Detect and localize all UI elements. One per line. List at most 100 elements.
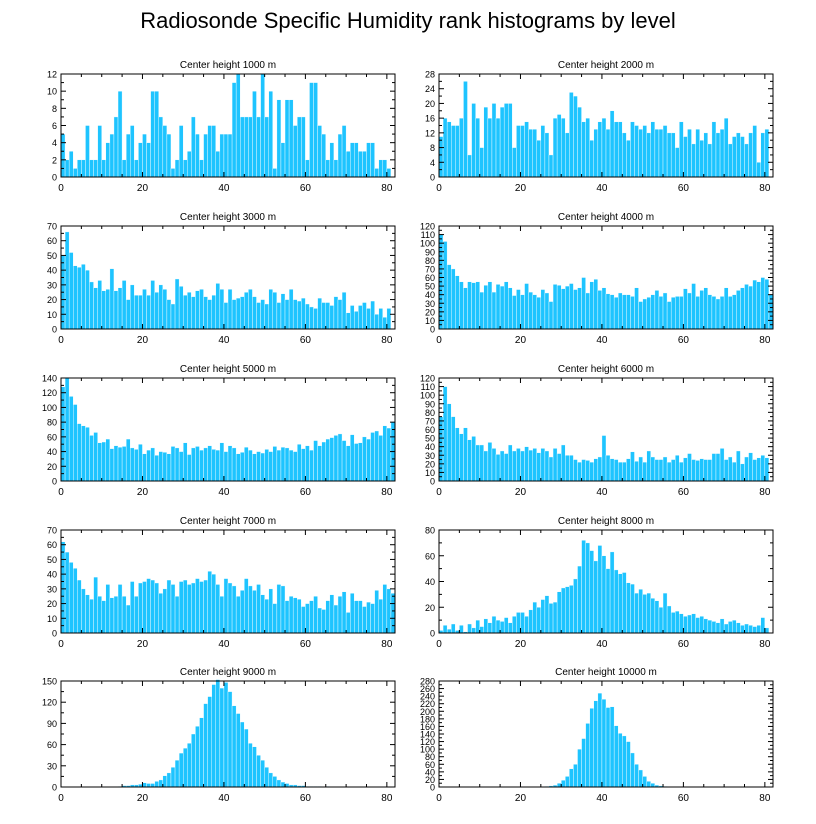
bar — [597, 456, 603, 482]
bar — [630, 451, 635, 482]
y-tick-label: 4 — [52, 138, 57, 148]
bar — [707, 294, 713, 330]
bar — [329, 142, 335, 178]
bar — [573, 459, 578, 482]
bar — [589, 461, 594, 482]
bar — [666, 605, 672, 634]
bar — [646, 781, 651, 788]
y-tick-label: 40 — [425, 767, 435, 777]
bar — [130, 447, 135, 482]
bar — [483, 285, 489, 330]
bar — [479, 444, 485, 482]
bar — [740, 463, 745, 482]
bar — [597, 290, 603, 330]
bar — [764, 457, 770, 482]
bar — [544, 450, 550, 482]
bar — [483, 106, 489, 178]
bar — [317, 125, 322, 178]
bar — [325, 438, 331, 482]
bar — [68, 252, 74, 330]
bar — [459, 625, 464, 634]
bar — [740, 287, 745, 330]
bar — [512, 147, 517, 178]
y-tick-label: 50 — [425, 282, 435, 292]
bar — [585, 292, 590, 330]
bar — [301, 116, 306, 178]
bar — [491, 448, 497, 482]
bar — [666, 132, 672, 178]
bar — [719, 448, 725, 482]
bar — [516, 612, 521, 634]
bar — [272, 603, 278, 634]
bar — [662, 292, 668, 330]
bar — [142, 581, 147, 634]
bar — [736, 450, 741, 482]
y-tick-label: 0 — [430, 783, 435, 793]
bar — [158, 451, 164, 482]
y-tick-label: 50 — [47, 251, 57, 261]
bar — [475, 444, 480, 482]
bar — [524, 121, 529, 178]
bar — [85, 594, 90, 634]
bar — [256, 302, 261, 330]
bar — [732, 294, 737, 330]
bar — [719, 296, 725, 330]
bar — [162, 588, 168, 634]
bar — [528, 291, 533, 330]
bar — [544, 132, 550, 178]
y-tick-label: 4 — [430, 158, 435, 168]
x-tick-label: 80 — [381, 183, 393, 194]
y-tick-label: 120 — [420, 737, 435, 747]
bar — [117, 446, 123, 482]
bar — [178, 451, 184, 482]
bar — [451, 623, 456, 634]
y-tick-label: 60 — [425, 273, 435, 283]
bar — [301, 448, 306, 482]
x-tick-label: 40 — [596, 335, 608, 346]
bar — [760, 277, 766, 330]
y-tick-label: 50 — [47, 555, 57, 565]
bar — [284, 299, 290, 330]
bar — [593, 128, 599, 178]
bar — [618, 573, 623, 634]
bar — [268, 90, 274, 178]
bar — [203, 133, 208, 178]
y-tick-label: 40 — [47, 570, 57, 580]
bar — [626, 458, 631, 482]
bar — [662, 592, 668, 634]
bar — [683, 136, 688, 178]
x-tick-label: 40 — [596, 183, 608, 194]
bar — [609, 551, 615, 634]
bar — [125, 438, 131, 482]
bar — [756, 162, 761, 178]
bar — [105, 438, 111, 482]
y-tick-label: 30 — [47, 761, 57, 771]
bar — [317, 297, 322, 330]
bar — [503, 103, 509, 178]
y-tick-label: 0 — [430, 477, 435, 487]
bar — [679, 121, 684, 178]
bar — [552, 601, 558, 634]
bar — [764, 279, 770, 330]
bar — [256, 451, 261, 482]
y-tick-label: 0 — [430, 629, 435, 639]
bar — [288, 596, 294, 634]
y-tick-label: 90 — [425, 399, 435, 409]
bar — [191, 116, 196, 178]
bar — [219, 442, 225, 482]
bar — [309, 306, 314, 330]
y-tick-label: 60 — [425, 760, 435, 770]
bar — [101, 600, 107, 634]
x-tick-label: 60 — [300, 335, 312, 346]
bar — [569, 455, 574, 482]
bar — [73, 404, 78, 482]
y-tick-label: 150 — [42, 677, 57, 687]
bar — [711, 121, 717, 178]
y-tick-label: 100 — [42, 403, 57, 413]
bar — [728, 296, 733, 330]
bar — [479, 291, 485, 330]
bar — [634, 287, 639, 330]
y-tick-label: 200 — [420, 707, 435, 717]
bar — [288, 99, 294, 178]
bar — [174, 159, 180, 178]
